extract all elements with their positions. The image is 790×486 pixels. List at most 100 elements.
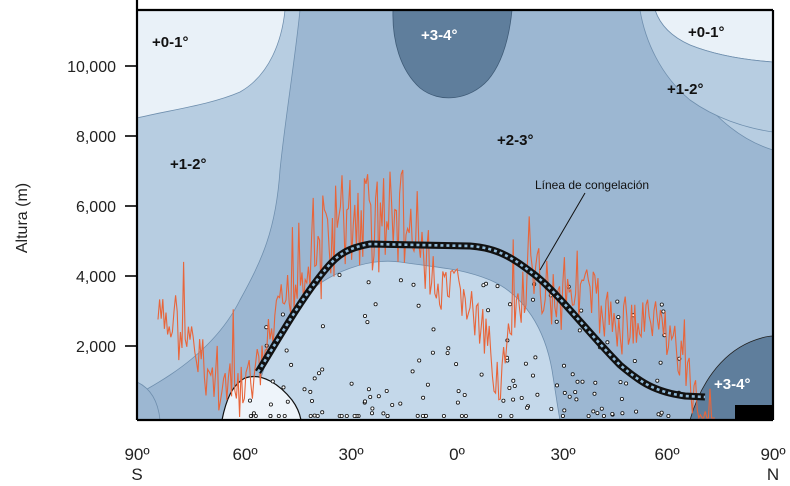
glacier-point (498, 413, 503, 418)
glacier-point (339, 413, 344, 418)
glacier-point (308, 389, 313, 394)
glacier-point (370, 406, 375, 411)
glacier-point (446, 346, 451, 351)
glacier-point (268, 413, 273, 418)
glacier-point (666, 413, 671, 418)
x-tick-label: 30º (338, 445, 363, 464)
x-tick-label: 60º (654, 445, 679, 464)
glacier-point (570, 372, 575, 377)
glacier-point (456, 389, 461, 394)
glacier-point (309, 398, 314, 403)
glacier-point (599, 406, 604, 411)
glacier-point (373, 302, 378, 307)
glacier-point (430, 350, 435, 355)
glacier-point (282, 413, 287, 418)
glacier-point (312, 413, 317, 418)
glacier-point (362, 399, 367, 404)
glacier-point (398, 278, 403, 283)
glacier-point (554, 319, 559, 324)
glacier-point (455, 400, 460, 405)
glacier-point (495, 284, 500, 289)
glacier-point (479, 372, 484, 377)
glacier-point (634, 409, 639, 414)
glacier-point (632, 358, 637, 363)
glacier-point (574, 397, 579, 402)
glacier-point (549, 406, 554, 411)
glacier-point (320, 410, 325, 415)
glacier-point (366, 387, 371, 392)
glacier-point (411, 282, 416, 287)
glacier-point (368, 394, 373, 399)
glacier-point (595, 411, 600, 416)
glacier-point (349, 381, 354, 386)
glacier-point (562, 408, 567, 413)
glacier-point (462, 392, 467, 397)
glacier-point (410, 369, 415, 374)
glacier-point (385, 413, 390, 418)
glacier-point (247, 398, 252, 403)
glacier-point (579, 308, 584, 313)
glacier-point (658, 360, 663, 365)
zone-label-top-right: +0-1° (688, 24, 724, 41)
glacier-point (562, 390, 567, 395)
y-tick-label: 10,000 (67, 59, 116, 76)
glacier-point (620, 411, 625, 416)
x-axis-ticks: 90º 60º 30º 0º 30º 60º 90º S N (124, 445, 785, 484)
glacier-point (337, 272, 342, 277)
glacier-point (577, 328, 582, 333)
glacier-point (601, 413, 606, 418)
glacier-point (624, 381, 629, 386)
glacier-point (661, 309, 666, 314)
glacier-point (659, 302, 664, 307)
dark-corner-block (735, 405, 773, 420)
zone-label-top-center: +3-4° (421, 27, 457, 44)
glacier-point (384, 388, 389, 393)
glacier-point (486, 308, 491, 313)
glacier-point (615, 299, 620, 304)
glacier-point (591, 409, 596, 414)
freezing-line-leader (539, 192, 586, 271)
glacier-point (417, 358, 422, 363)
glacier-point (560, 413, 565, 418)
glacier-point (507, 302, 512, 307)
glacier-point (523, 361, 528, 366)
glacier-point (268, 402, 273, 407)
glacier-point (533, 355, 538, 360)
y-tick-label: 6,000 (76, 199, 116, 216)
glacier-point (366, 280, 371, 285)
zone-3-4-top-region (392, 10, 513, 99)
glacier-point (284, 348, 289, 353)
glacier-point (531, 373, 536, 378)
glacier-point (421, 395, 426, 400)
glacier-point (459, 413, 464, 418)
glacier-point (276, 413, 281, 418)
glacier-point (509, 413, 514, 418)
glacier-point (381, 411, 386, 416)
glacier-point (270, 379, 275, 384)
glacier-point (362, 313, 367, 318)
glacier-point (567, 394, 572, 399)
glacier-point (320, 367, 325, 372)
zone-label-upper-right: +1-2° (667, 81, 703, 98)
x-tick-label: 90º (760, 445, 785, 464)
glacier-point (619, 396, 624, 401)
glacier-point (253, 413, 258, 418)
glacier-point (281, 385, 286, 390)
glacier-point (315, 413, 320, 418)
glacier-point (376, 394, 381, 399)
glacier-point (655, 378, 660, 383)
glacier-point (416, 303, 421, 308)
glacier-point (511, 378, 516, 383)
zone-label-center: +2-3° (497, 132, 533, 149)
y-tick-label: 2,000 (76, 339, 116, 356)
glacier-point (555, 383, 560, 388)
glacier-point (285, 399, 290, 404)
glacier-point (302, 387, 307, 392)
freezing-level-line (255, 240, 706, 401)
glacier-point (289, 362, 294, 367)
y-axis-label: Altura (m) (14, 183, 31, 253)
glacier-point (562, 363, 567, 368)
glacier-point (344, 413, 349, 418)
glacier-point (423, 413, 428, 418)
